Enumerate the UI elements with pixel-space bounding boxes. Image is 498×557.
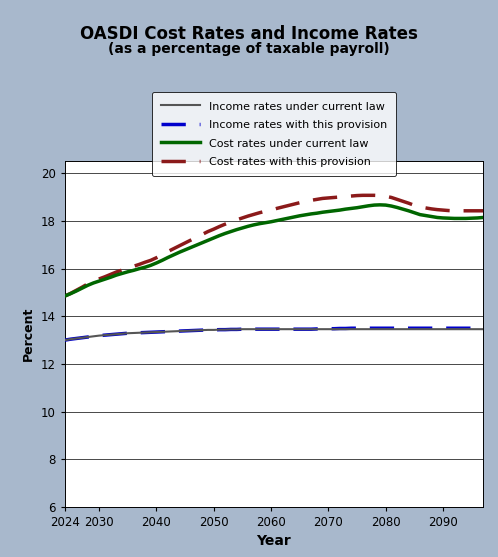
Legend: Income rates under current law, Income rates with this provision, Cost rates und: Income rates under current law, Income r…	[152, 92, 396, 176]
Text: OASDI Cost Rates and Income Rates: OASDI Cost Rates and Income Rates	[80, 25, 418, 43]
Text: (as a percentage of taxable payroll): (as a percentage of taxable payroll)	[108, 42, 390, 56]
Y-axis label: Percent: Percent	[22, 307, 35, 361]
X-axis label: Year: Year	[256, 535, 291, 549]
